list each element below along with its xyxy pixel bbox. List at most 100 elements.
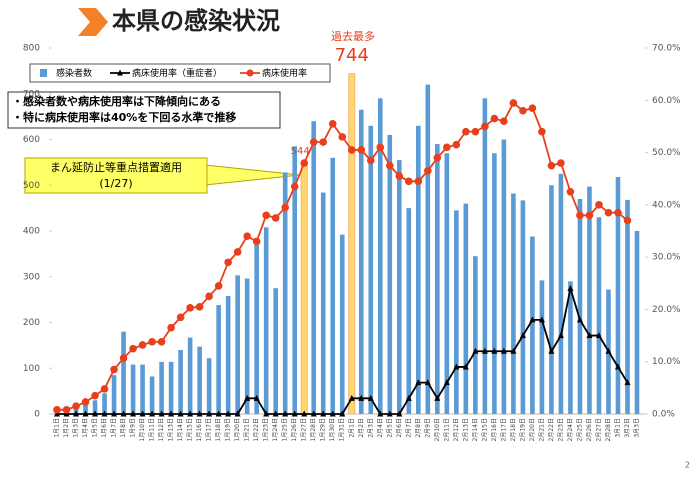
- marker: [405, 177, 413, 186]
- x-tick-label: 3月2日: [624, 418, 631, 438]
- marker: [149, 410, 156, 417]
- marker: [529, 316, 536, 323]
- bar: [501, 139, 507, 414]
- marker: [53, 406, 61, 414]
- x-tick-label: 1月13日: [168, 418, 175, 441]
- marker: [585, 211, 594, 220]
- bar: [530, 236, 535, 414]
- bar: [339, 234, 345, 414]
- bar: [121, 331, 126, 414]
- x-tick-label: 1月3日: [73, 418, 80, 438]
- x-tick-label: 1月8日: [120, 418, 127, 438]
- marker: [567, 285, 574, 292]
- bar: [83, 404, 88, 414]
- marker: [206, 410, 213, 417]
- x-tick-label: 1月9日: [130, 418, 137, 438]
- x-tick-label: 2月11日: [443, 418, 450, 441]
- bar: [273, 288, 278, 414]
- bar: [282, 172, 288, 414]
- marker: [119, 354, 128, 362]
- marker: [453, 363, 460, 370]
- marker: [290, 182, 299, 191]
- marker: [472, 347, 479, 354]
- x-tick-label: 1月1日: [54, 418, 61, 438]
- marker: [186, 304, 194, 312]
- marker: [205, 292, 213, 301]
- marker: [358, 394, 365, 401]
- marker: [168, 410, 175, 417]
- marker: [604, 208, 613, 217]
- marker: [101, 410, 108, 417]
- x-tick-label: 1月6日: [101, 418, 108, 438]
- marker: [196, 410, 203, 417]
- marker: [138, 341, 147, 349]
- bar: [159, 361, 164, 414]
- marker: [519, 106, 527, 115]
- x-tick-label: 2月4日: [377, 418, 384, 438]
- x-tick-label: 1月20日: [234, 418, 241, 441]
- bar: [520, 200, 526, 414]
- bar: [149, 376, 155, 414]
- x-tick-label: 2月3日: [367, 418, 374, 438]
- marker: [614, 208, 622, 217]
- marker: [243, 232, 251, 241]
- bar: [444, 153, 450, 414]
- x-tick-label: 2月13日: [462, 418, 469, 441]
- x-tick-label: 2月1日: [348, 418, 355, 438]
- bar: [187, 337, 193, 414]
- x-tick-label: 1月10日: [139, 418, 146, 441]
- bar: [216, 305, 221, 414]
- marker: [319, 138, 328, 146]
- y-tick-label: 300: [23, 272, 40, 282]
- bar: [244, 278, 250, 414]
- bar: [330, 157, 336, 415]
- legend-box: [29, 63, 331, 83]
- x-tick-label: 1月25日: [282, 418, 289, 441]
- data-label: 544: [291, 146, 310, 157]
- x-tick-label: 1月24日: [272, 418, 279, 441]
- y-tick-label: 700: [23, 89, 40, 99]
- callout-text: まん延防止等重点措置適用: [50, 160, 182, 174]
- marker: [443, 379, 450, 386]
- bar-highlight: [300, 164, 308, 415]
- data-label: 744: [335, 45, 369, 66]
- x-tick-label: 2月12日: [453, 418, 460, 441]
- bar: [368, 125, 374, 415]
- marker: [148, 338, 156, 346]
- marker: [376, 143, 385, 152]
- marker: [500, 117, 508, 125]
- bar: [102, 393, 107, 414]
- x-tick-label: 2月6日: [396, 418, 403, 438]
- header-chevron: [78, 8, 108, 36]
- marker: [509, 99, 518, 107]
- legend-marker: [246, 69, 254, 77]
- marker: [377, 410, 384, 417]
- marker: [595, 201, 603, 209]
- marker: [262, 211, 270, 220]
- marker: [366, 156, 375, 165]
- marker: [395, 172, 404, 180]
- legend-marker: [117, 69, 124, 76]
- marker: [414, 177, 423, 186]
- bar: [197, 346, 202, 414]
- x-tick-label: 2月25日: [576, 418, 583, 441]
- marker: [424, 379, 431, 386]
- x-tick-label: 1月27日: [301, 418, 308, 441]
- y-tick-label: 800: [23, 44, 40, 54]
- y2-tick-label: 70.0%: [652, 44, 681, 54]
- y2-tick-label: 60.0%: [652, 96, 681, 106]
- marker: [557, 159, 565, 167]
- marker: [91, 391, 99, 400]
- x-tick-label: 2月14日: [472, 418, 479, 441]
- x-tick-label: 1月19日: [225, 418, 232, 441]
- callout-box: [24, 157, 208, 194]
- bar: [406, 208, 412, 414]
- bar: [596, 217, 602, 414]
- marker: [187, 410, 194, 417]
- record-label: 過去最多: [331, 29, 375, 43]
- marker: [471, 127, 480, 136]
- marker: [139, 410, 146, 417]
- x-tick-label: 2月8日: [415, 418, 422, 438]
- bar: [254, 244, 259, 414]
- legend-swatch: [40, 69, 47, 77]
